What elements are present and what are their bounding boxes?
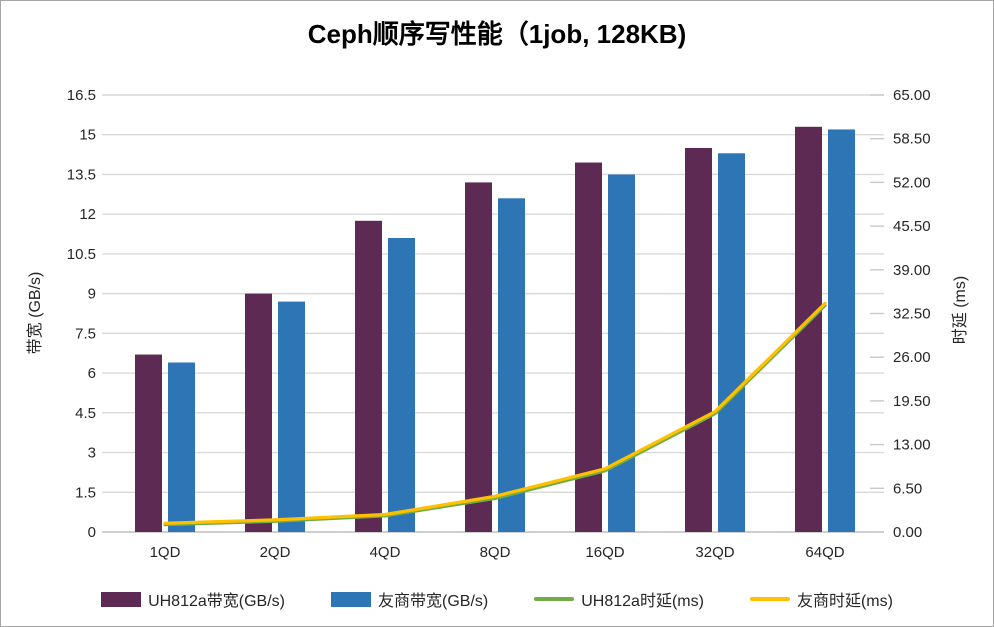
legend-label-uh812a-bandwidth: UH812a带宽(GB/s)	[148, 593, 285, 610]
category-label-64qd: 64QD	[805, 544, 844, 561]
left-axis-tick-label: 9	[88, 286, 96, 303]
right-axis-tick-label: 32.50	[893, 306, 931, 323]
category-label-16qd: 16QD	[585, 544, 624, 561]
left-axis-tick-label: 12	[79, 206, 96, 223]
bar-rival-bandwidth-1qd	[168, 362, 195, 532]
right-axis-tick-label: 19.50	[893, 393, 931, 410]
bar-uh812a-bandwidth-4qd	[355, 220, 382, 532]
legend-swatch-rival-bandwidth	[331, 591, 371, 607]
category-label-2qd: 2QD	[260, 544, 291, 561]
left-axis-tick-label: 1.5	[75, 484, 96, 501]
right-axis-tick-label: 0.00	[893, 524, 922, 541]
bar-rival-bandwidth-64qd	[828, 129, 855, 532]
category-label-8qd: 8QD	[480, 544, 511, 561]
right-axis-tick-label: 52.00	[893, 174, 931, 191]
left-axis-tick-label: 0	[88, 524, 96, 541]
category-label-32qd: 32QD	[695, 544, 734, 561]
legend-swatch-uh812a-bandwidth	[101, 591, 142, 607]
line-rival-latency	[163, 301, 827, 525]
bar-rival-bandwidth-4qd	[388, 238, 415, 532]
legend: UH812a带宽(GB/s) 友商带宽(GB/s) UH812a时延(ms) 友商时延…	[0, 587, 994, 611]
legend-item-rival-latency: 友商时延(ms)	[749, 587, 893, 611]
right-axis-tick-label: 45.50	[893, 218, 931, 235]
legend-swatch-rival-latency	[749, 597, 790, 601]
left-axis-tick-label: 13.5	[67, 166, 96, 183]
bar-rival-bandwidth-8qd	[498, 198, 525, 533]
right-axis-tick-label: 13.00	[893, 437, 931, 454]
left-axis-tick-label: 7.5	[75, 325, 96, 342]
bar-rival-bandwidth-16qd	[608, 174, 635, 533]
legend-item-uh812a-latency: UH812a时延(ms)	[534, 587, 704, 611]
right-axis-tick-label: 26.00	[893, 349, 931, 366]
right-axis-tick-label: 58.50	[893, 131, 931, 148]
left-axis-tick-label: 4.5	[75, 405, 96, 422]
category-label-4qd: 4QD	[370, 544, 401, 561]
bar-uh812a-bandwidth-8qd	[465, 182, 492, 532]
bar-rival-bandwidth-2qd	[278, 301, 305, 532]
left-axis-tick-label: 6	[88, 365, 96, 382]
legend-item-rival-bandwidth: 友商带宽(GB/s)	[331, 587, 488, 611]
chart-title: Ceph顺序写性能（1job, 128KB)	[307, 19, 687, 49]
left-axis-tick-label: 3	[88, 445, 96, 462]
category-label-1qd: 1QD	[150, 544, 181, 561]
bar-rival-bandwidth-32qd	[718, 153, 745, 532]
right-axis-tick-label: 65.00	[893, 87, 931, 104]
legend-item-uh812a-bandwidth: UH812a带宽(GB/s)	[101, 587, 285, 611]
right-axis-tick-label: 6.50	[893, 480, 922, 497]
legend-label-rival-bandwidth: 友商带宽(GB/s)	[378, 593, 489, 610]
left-axis-tick-label: 15	[79, 127, 96, 144]
legend-label-rival-latency: 友商时延(ms)	[796, 593, 893, 610]
bar-uh812a-bandwidth-1qd	[135, 354, 162, 532]
left-axis-tick-label: 16.5	[67, 87, 96, 104]
bar-uh812a-bandwidth-2qd	[245, 293, 272, 532]
left-axis-tick-label: 10.5	[67, 246, 96, 263]
legend-label-uh812a-latency: UH812a时延(ms)	[581, 593, 704, 610]
right-axis-tick-label: 39.00	[893, 262, 931, 279]
bar-uh812a-bandwidth-32qd	[685, 147, 712, 532]
legend-swatch-uh812a-latency	[534, 597, 575, 601]
